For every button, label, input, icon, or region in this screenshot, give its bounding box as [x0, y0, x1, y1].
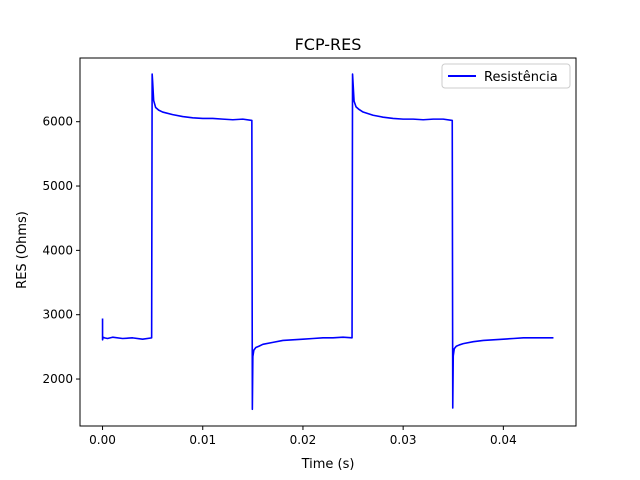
x-axis: 0.00 0.01 0.02 0.03 0.04 [89, 426, 517, 447]
legend-box [441, 63, 571, 89]
x-tick-label: 0.02 [290, 433, 317, 447]
y-axis: 2000 3000 4000 5000 6000 [42, 115, 80, 386]
y-tick-label: 4000 [42, 243, 73, 257]
legend: Resistência [441, 63, 571, 89]
y-tick-label: 5000 [42, 179, 73, 193]
chart-title: FCP-RES [295, 35, 362, 54]
y-tick-label: 2000 [42, 372, 73, 386]
x-tick-label: 0.03 [390, 433, 417, 447]
x-tick-label: 0.01 [189, 433, 216, 447]
legend-entry: Resistência [484, 70, 558, 85]
x-tick-label: 0.00 [89, 433, 116, 447]
plot-frame [79, 57, 577, 427]
series-line-0 [101, 73, 554, 411]
x-axis-label: Time (s) [301, 457, 355, 472]
x-tick-label: 0.04 [490, 433, 517, 447]
y-tick-label: 6000 [42, 115, 73, 129]
y-tick-label: 3000 [42, 308, 73, 322]
y-axis-label: RES (Ohms) [15, 211, 30, 289]
plot-area [79, 57, 577, 427]
